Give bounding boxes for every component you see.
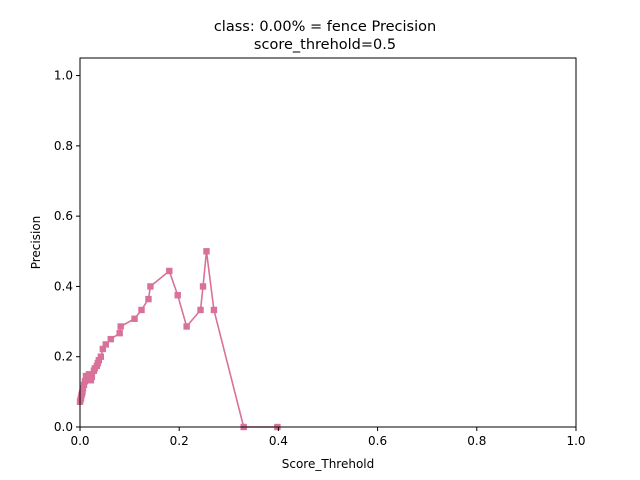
y-tick-label: 1.0: [54, 69, 73, 83]
data-point: [199, 283, 207, 290]
y-tick-label: 0.2: [54, 350, 73, 364]
data-point: [174, 292, 181, 299]
x-tick-label: 1.0: [566, 434, 585, 448]
data-point: [97, 353, 105, 360]
x-tick-label: 0.8: [467, 434, 486, 448]
y-tick-label: 0.8: [54, 139, 73, 153]
data-point: [107, 335, 114, 343]
data-point: [79, 385, 87, 392]
x-tick-label: 0.0: [70, 434, 89, 448]
data-point: [203, 248, 210, 255]
data-point: [117, 323, 124, 330]
data-point: [90, 367, 98, 374]
data-point: [145, 295, 152, 303]
plot-frame: [79, 57, 577, 428]
data-point: [99, 345, 107, 353]
data-point: [166, 267, 173, 275]
data-point: [81, 378, 89, 385]
plot-area: [76, 57, 577, 431]
data-point: [102, 341, 109, 348]
data-point: [138, 306, 145, 314]
data-point: [210, 306, 218, 314]
data-point: [197, 306, 204, 314]
data-point: [80, 381, 88, 389]
data-point: [183, 323, 190, 330]
x-axis-label: Score_Threhold: [282, 457, 375, 471]
x-axis: 0.0 0.2 0.4 0.6 0.8 1.0: [70, 427, 586, 448]
y-tick-label: 0.6: [54, 209, 73, 223]
y-axis: 0.0 0.2 0.4 0.6 0.8 1.0: [54, 69, 80, 434]
data-point: [116, 329, 123, 337]
y-tick-label: 0.4: [54, 279, 73, 293]
x-tick-label: 0.6: [368, 434, 387, 448]
y-tick-label: 0.0: [54, 420, 73, 434]
data-point: [82, 372, 90, 380]
chart-title-line-2: score_threhold=0.5: [254, 37, 396, 53]
data-point: [147, 283, 154, 290]
y-axis-label: Precision: [29, 216, 43, 270]
x-tick-label: 0.4: [269, 434, 288, 448]
chart-title-line-1: class: 0.00% = fence Precision: [214, 19, 436, 35]
x-tick-label: 0.2: [170, 434, 189, 448]
data-point: [131, 315, 138, 322]
